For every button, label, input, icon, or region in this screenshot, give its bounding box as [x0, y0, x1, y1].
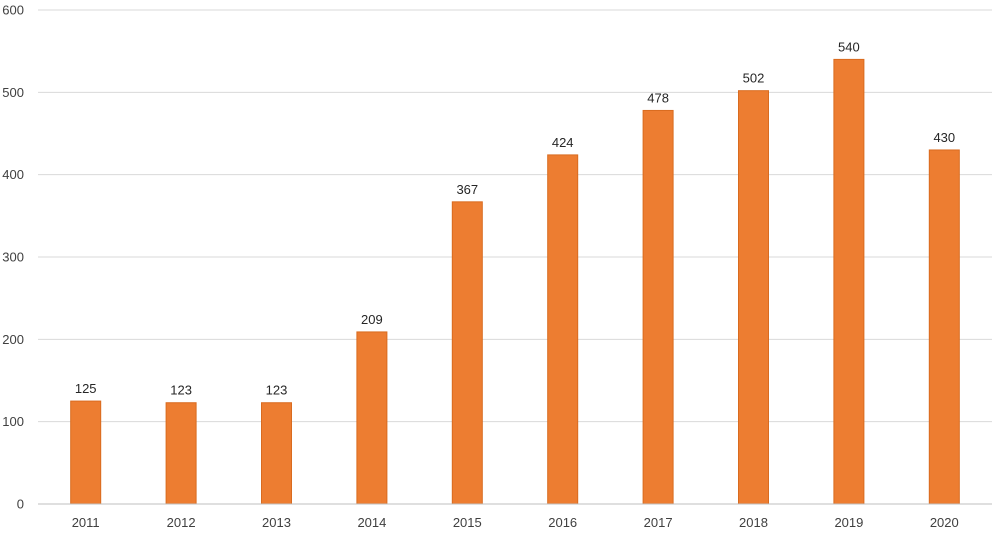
data-label-2015: 367	[456, 182, 478, 197]
x-tick-label: 2018	[739, 515, 768, 530]
bars	[70, 58, 960, 505]
y-tick-label: 300	[2, 250, 24, 265]
y-tick-label: 500	[2, 85, 24, 100]
x-tick-label: 2013	[262, 515, 291, 530]
bar-2011	[70, 400, 102, 505]
data-label-2013: 123	[266, 383, 288, 398]
bar-2018	[738, 90, 769, 505]
data-labels: 125 123 123 209 367 424 478 502 540 430	[75, 39, 955, 397]
bar-2017	[642, 109, 674, 505]
x-tick-label: 2014	[357, 515, 386, 530]
y-tick-label: 0	[17, 497, 24, 512]
y-axis: 0 100 200 300 400 500 600	[2, 3, 24, 512]
y-tick-label: 100	[2, 414, 24, 429]
x-tick-label: 2015	[453, 515, 482, 530]
bar-2014	[356, 331, 388, 505]
bar-2012	[165, 402, 197, 505]
y-tick-label: 400	[2, 167, 24, 182]
bar-2020	[928, 149, 960, 505]
x-tick-label: 2012	[167, 515, 196, 530]
data-label-2018: 502	[743, 71, 765, 86]
x-tick-label: 2016	[548, 515, 577, 530]
data-label-2017: 478	[647, 90, 669, 105]
gridlines	[38, 9, 992, 423]
y-tick-label: 200	[2, 332, 24, 347]
x-tick-label: 2019	[834, 515, 863, 530]
data-label-2019: 540	[838, 39, 860, 54]
x-tick-label: 2020	[930, 515, 959, 530]
y-tick-label: 600	[2, 3, 24, 18]
bar-2019	[833, 58, 865, 505]
x-tick-label: 2017	[644, 515, 673, 530]
data-label-2016: 424	[552, 135, 574, 150]
data-label-2012: 123	[170, 383, 192, 398]
data-label-2020: 430	[933, 130, 955, 145]
bar-2015	[451, 201, 483, 505]
data-label-2011: 125	[75, 381, 97, 396]
x-tick-label: 2011	[72, 515, 100, 530]
bar-2016	[547, 154, 579, 505]
x-axis: 2011 2012 2013 2014 2015 2016 2017 2018 2019 2020	[38, 503, 992, 530]
bar-2013	[261, 402, 292, 505]
data-label-2014: 209	[361, 312, 383, 327]
